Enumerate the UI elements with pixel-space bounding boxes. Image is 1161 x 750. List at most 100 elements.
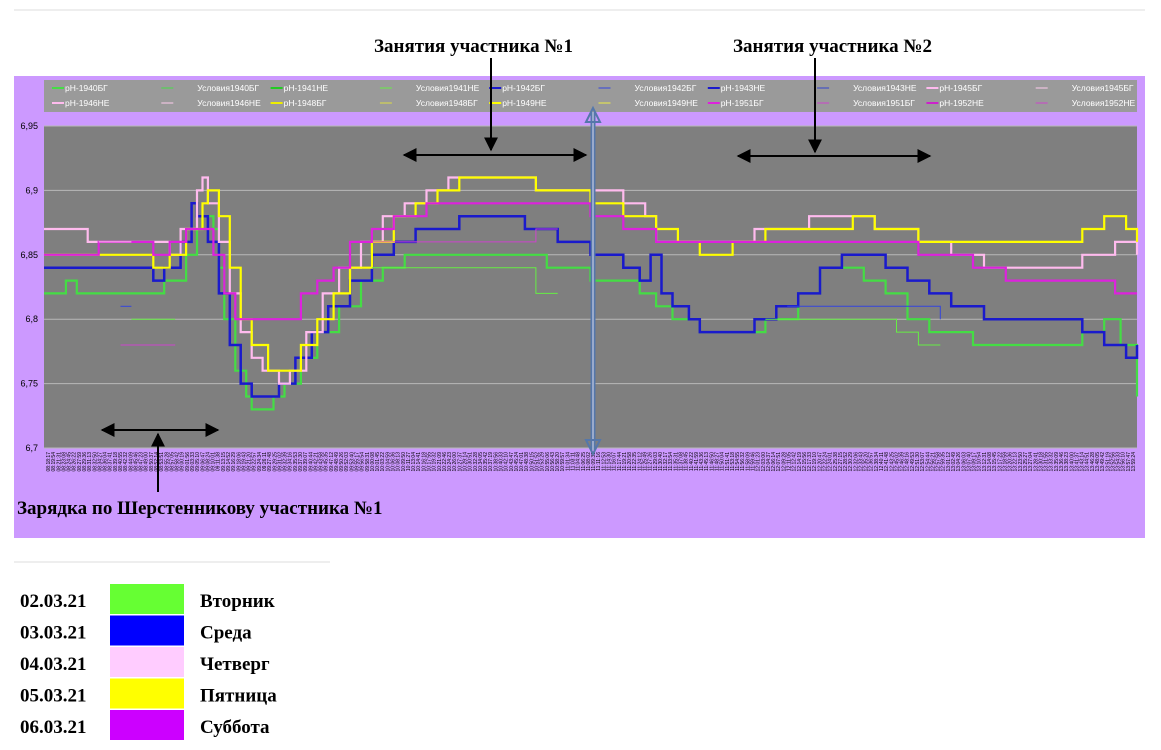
day-date: 05.03.21 <box>20 686 87 707</box>
legend-label: Условия1940БГ <box>197 83 259 93</box>
x-tick-label: 11:29:03 <box>653 452 659 471</box>
x-tick-label: 09:11:38 <box>216 452 222 471</box>
legend-label: pH-1943НЕ <box>721 83 766 93</box>
day-date: 02.03.21 <box>20 591 87 612</box>
x-tick-label: 08:55:28 <box>164 452 170 472</box>
x-tick-label: 13:12:31 <box>982 452 988 472</box>
x-tick-label: 11:35:31 <box>673 452 679 471</box>
day-date: 06.03.21 <box>20 717 87 738</box>
x-tick-label: 11:58:09 <box>745 452 751 471</box>
x-tick-label: 12:25:38 <box>833 452 839 472</box>
x-tick-label: 13:22:13 <box>1013 452 1019 472</box>
x-tick-label: 13:10:54 <box>977 452 983 472</box>
x-tick-label: 11:54:55 <box>735 452 741 471</box>
x-tick-label: 11:30:40 <box>658 452 664 471</box>
x-tick-label: 13:17:22 <box>997 452 1003 472</box>
x-tick-label: 09:42:21 <box>313 452 319 472</box>
x-tick-label: 13:25:27 <box>1023 452 1029 472</box>
x-tick-label: 13:44:51 <box>1085 452 1091 472</box>
x-tick-label: 11:17:44 <box>617 452 623 471</box>
x-tick-label: 10:53:29 <box>540 452 546 472</box>
x-tick-label: 13:40:00 <box>1069 452 1075 472</box>
separator-arrow <box>584 105 602 457</box>
x-tick-label: 12:04:37 <box>766 452 772 472</box>
x-tick-label: 08:47:23 <box>139 452 145 472</box>
x-tick-label: 08:49:00 <box>144 452 150 472</box>
day-date: 04.03.21 <box>20 654 87 675</box>
legend-entry: pH-1943НЕ <box>707 83 766 93</box>
x-tick-label: 13:36:46 <box>1059 452 1065 472</box>
legend-entry: Условия1941НЕ <box>379 83 480 93</box>
x-tick-label: 11:20:58 <box>627 452 633 471</box>
x-tick-label: 10:04:59 <box>385 452 391 472</box>
x-tick-label: 09:40:44 <box>308 452 314 472</box>
day-color-swatch <box>110 584 184 614</box>
x-tick-label: 12:43:25 <box>889 452 895 472</box>
x-tick-label: 09:34:16 <box>288 452 294 472</box>
day-name: Вторник <box>200 591 275 612</box>
x-tick-label: 09:58:31 <box>365 452 371 472</box>
x-tick-label: 11:59:46 <box>750 452 756 471</box>
x-tick-label: 10:19:32 <box>432 452 438 472</box>
x-tick-label: 12:24:01 <box>828 452 834 472</box>
x-tick-label: 09:56:54 <box>360 452 366 472</box>
legend-label: Условия1951БГ <box>853 98 915 108</box>
x-tick-label: 08:32:50 <box>92 452 98 472</box>
y-tick-label: 6,9 <box>25 185 38 195</box>
x-tick-label: 13:43:14 <box>1080 452 1086 472</box>
x-tick-label: 09:21:20 <box>247 452 253 472</box>
x-tick-label: 10:34:05 <box>478 452 484 472</box>
y-tick-label: 6,75 <box>20 379 38 389</box>
x-tick-label: 13:49:42 <box>1100 452 1106 472</box>
x-tick-label: 13:51:19 <box>1105 452 1111 472</box>
y-tick-label: 6,95 <box>20 121 38 131</box>
x-tick-label: 12:54:44 <box>925 452 931 472</box>
x-tick-label: 11:22:35 <box>632 452 638 471</box>
x-tick-label: 09:03:33 <box>190 452 196 472</box>
x-tick-label: 11:27:26 <box>648 452 654 471</box>
x-tick-label: 10:40:33 <box>499 452 505 472</box>
x-tick-label: 11:50:04 <box>720 452 726 471</box>
x-tick-label: 11:33:54 <box>668 452 674 471</box>
x-tick-label: 12:27:15 <box>838 452 844 472</box>
x-tick-label: 08:23:08 <box>61 452 67 472</box>
legend-label: pH-1941НЕ <box>284 83 329 93</box>
x-tick-label: 08:31:13 <box>87 452 93 472</box>
legend-entry: Условия1946НЕ <box>161 98 261 108</box>
x-tick-label: 12:06:14 <box>771 452 777 472</box>
x-tick-label: 10:51:52 <box>535 452 541 472</box>
x-tick-label: 13:06:03 <box>961 452 967 472</box>
day-legend-row: 05.03.21 Пятница <box>20 678 277 709</box>
x-tick-label: 13:28:41 <box>1033 452 1039 472</box>
x-tick-label: 10:59:57 <box>560 452 566 472</box>
x-tick-label: 12:36:57 <box>869 452 875 472</box>
x-tick-label: 13:07:40 <box>966 452 972 472</box>
x-tick-label: 12:09:28 <box>781 452 787 472</box>
x-tick-label: 10:01:45 <box>375 452 381 472</box>
series-line <box>787 305 941 320</box>
day-legend-row: 02.03.21 Вторник <box>20 584 275 614</box>
day-color-swatch <box>110 678 184 709</box>
legend-entry: Условия1952НЕ <box>1035 98 1135 108</box>
x-tick-label: 09:50:26 <box>339 452 345 472</box>
x-tick-label: 09:48:49 <box>334 452 340 472</box>
x-tick-label: 11:53:18 <box>730 452 736 471</box>
x-tick-label: 10:55:06 <box>545 452 551 472</box>
legend-label: pH-1945БГ <box>939 83 982 93</box>
series-line <box>44 215 1139 411</box>
x-tick-label: 10:37:19 <box>488 452 494 472</box>
x-tick-label: 08:42:32 <box>123 452 129 472</box>
x-tick-label: 13:59:24 <box>1131 452 1137 472</box>
x-axis-ticks: 08:18:17 08:19:54 08:21:31 08:23:08 08:24:45… <box>46 452 1137 472</box>
legend-entry: pH-1946НЕ <box>52 98 110 108</box>
x-tick-label: 12:49:53 <box>910 452 916 472</box>
x-tick-label: 11:11:16 <box>596 452 602 471</box>
x-tick-label: 11:41:59 <box>694 452 700 471</box>
y-axis-ticks: 6,7 6,75 6,8 6,85 6,9 6,95 <box>20 121 38 453</box>
y-tick-label: 6,8 <box>25 314 38 324</box>
x-tick-label: 10:27:37 <box>457 452 463 472</box>
x-tick-label: 08:37:41 <box>108 452 114 472</box>
x-tick-label: 10:14:41 <box>416 452 422 472</box>
x-tick-label: 10:00:08 <box>370 452 376 472</box>
